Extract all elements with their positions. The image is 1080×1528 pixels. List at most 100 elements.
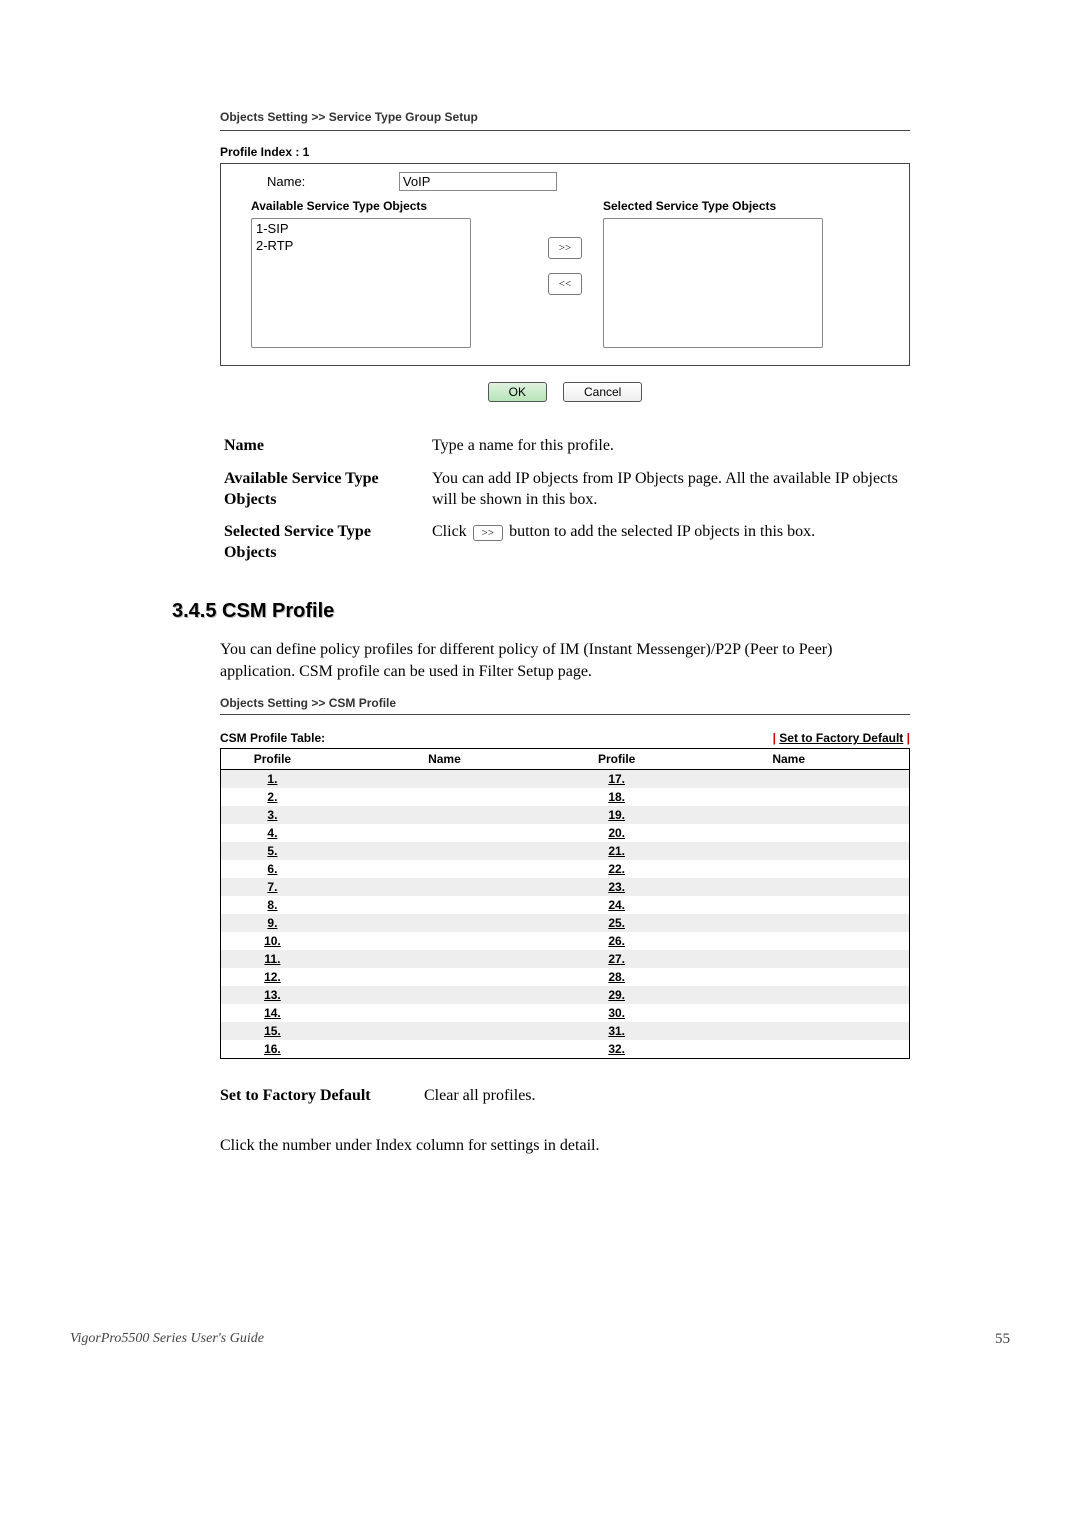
profile-name-cell [668, 896, 909, 914]
csm-profile-table: Profile Name Profile Name 1. 17. 2. 18. 3. 19… [220, 748, 910, 1059]
desc-def-name: Type a name for this profile. [428, 430, 910, 463]
profile-link[interactable]: 21. [608, 844, 625, 858]
profile-name-cell [324, 950, 565, 968]
profile-name-cell [324, 806, 565, 824]
profile-name-cell [668, 878, 909, 896]
profile-name-cell [668, 860, 909, 878]
set-factory-default-desc: Clear all profiles. [424, 1087, 536, 1104]
profile-name-cell [668, 914, 909, 932]
table-row: 8. 24. [221, 896, 910, 914]
profile-name-cell [668, 788, 909, 806]
profile-link[interactable]: 10. [264, 934, 281, 948]
inline-move-right-icon: >> [473, 525, 503, 541]
profile-link[interactable]: 6. [267, 862, 277, 876]
profile-link[interactable]: 19. [608, 808, 625, 822]
desc-def-selected: Click >> button to add the selected IP o… [428, 516, 910, 570]
selected-objects-list[interactable] [603, 218, 823, 348]
profile-name-cell [668, 1004, 909, 1022]
profile-link[interactable]: 29. [608, 988, 625, 1002]
table-row: 12. 28. [221, 968, 910, 986]
profile-link[interactable]: 12. [264, 970, 281, 984]
set-factory-default-label: Set to Factory Default [220, 1087, 420, 1105]
profile-name-cell [668, 950, 909, 968]
profile-link[interactable]: 22. [608, 862, 625, 876]
divider [220, 130, 910, 131]
profile-link[interactable]: 18. [608, 790, 625, 804]
desc-term-selected: Selected Service Type Objects [220, 516, 428, 570]
available-objects-list[interactable]: 1-SIP2-RTP [251, 218, 471, 348]
name-label: Name: [267, 174, 305, 189]
profile-name-cell [324, 968, 565, 986]
csm-col-profile-1: Profile [221, 749, 324, 770]
profile-link[interactable]: 4. [267, 826, 277, 840]
ok-button[interactable]: OK [488, 382, 547, 402]
profile-link[interactable]: 8. [267, 898, 277, 912]
profile-link[interactable]: 15. [264, 1024, 281, 1038]
profile-name-cell [324, 914, 565, 932]
set-factory-default-link[interactable]: Set to Factory Default [779, 731, 903, 745]
breadcrumb-csm-profile: Objects Setting >> CSM Profile [220, 696, 910, 710]
profile-link[interactable]: 11. [264, 952, 280, 966]
profile-name-cell [324, 1040, 565, 1059]
csm-col-name-1: Name [324, 749, 565, 770]
name-input[interactable] [399, 172, 557, 191]
profile-index-label: Profile Index : 1 [220, 145, 910, 159]
csm-col-profile-2: Profile [565, 749, 668, 770]
csm-col-name-2: Name [668, 749, 909, 770]
profile-name-cell [324, 824, 565, 842]
move-left-button[interactable]: << [548, 273, 582, 295]
profile-name-cell [324, 842, 565, 860]
profile-name-cell [324, 1022, 565, 1040]
table-row: 4. 20. [221, 824, 910, 842]
profile-link[interactable]: 25. [608, 916, 625, 930]
table-row: 16. 32. [221, 1040, 910, 1059]
profile-link[interactable]: 3. [267, 808, 277, 822]
profile-link[interactable]: 9. [267, 916, 277, 930]
profile-link[interactable]: 13. [264, 988, 281, 1002]
profile-link[interactable]: 32. [608, 1042, 625, 1056]
table-row: 5. 21. [221, 842, 910, 860]
table-row: 11. 27. [221, 950, 910, 968]
profile-link[interactable]: 30. [608, 1006, 625, 1020]
profile-link[interactable]: 27. [608, 952, 625, 966]
profile-name-cell [324, 1004, 565, 1022]
profile-link[interactable]: 17. [608, 772, 625, 786]
profile-link[interactable]: 5. [267, 844, 277, 858]
profile-link[interactable]: 7. [267, 880, 277, 894]
profile-name-cell [324, 788, 565, 806]
footer-guide-title: VigorPro5500 Series User's Guide [70, 1331, 264, 1348]
list-item[interactable]: 2-RTP [254, 238, 468, 255]
profile-link[interactable]: 14. [264, 1006, 281, 1020]
profile-link[interactable]: 1. [267, 772, 277, 786]
move-right-button[interactable]: >> [548, 237, 582, 259]
profile-name-cell [668, 968, 909, 986]
table-row: 13. 29. [221, 986, 910, 1004]
profile-name-cell [324, 986, 565, 1004]
section-heading-csm-profile: 3.4.5 CSM Profile [172, 600, 910, 623]
profile-link[interactable]: 26. [608, 934, 625, 948]
table-row: 10. 26. [221, 932, 910, 950]
profile-name-cell [324, 932, 565, 950]
breadcrumb-service-group: Objects Setting >> Service Type Group Se… [220, 110, 910, 124]
profile-name-cell [668, 1022, 909, 1040]
profile-name-cell [668, 824, 909, 842]
profile-name-cell [668, 986, 909, 1004]
profile-name-cell [668, 1040, 909, 1059]
desc-term-name: Name [220, 430, 428, 463]
profile-link[interactable]: 31. [608, 1024, 625, 1038]
table-row: 6. 22. [221, 860, 910, 878]
table-row: 9. 25. [221, 914, 910, 932]
profile-link[interactable]: 28. [608, 970, 625, 984]
profile-link[interactable]: 2. [267, 790, 277, 804]
list-item[interactable]: 1-SIP [254, 221, 468, 238]
profile-link[interactable]: 16. [264, 1042, 281, 1056]
desc-def-available: You can add IP objects from IP Objects p… [428, 463, 910, 517]
profile-link[interactable]: 24. [608, 898, 625, 912]
table-row: 2. 18. [221, 788, 910, 806]
profile-name-cell [668, 842, 909, 860]
cancel-button[interactable]: Cancel [563, 382, 642, 402]
service-group-form: Name: Available Service Type Objects 1-S… [220, 163, 910, 366]
profile-name-cell [668, 806, 909, 824]
profile-link[interactable]: 23. [608, 880, 625, 894]
profile-link[interactable]: 20. [608, 826, 625, 840]
